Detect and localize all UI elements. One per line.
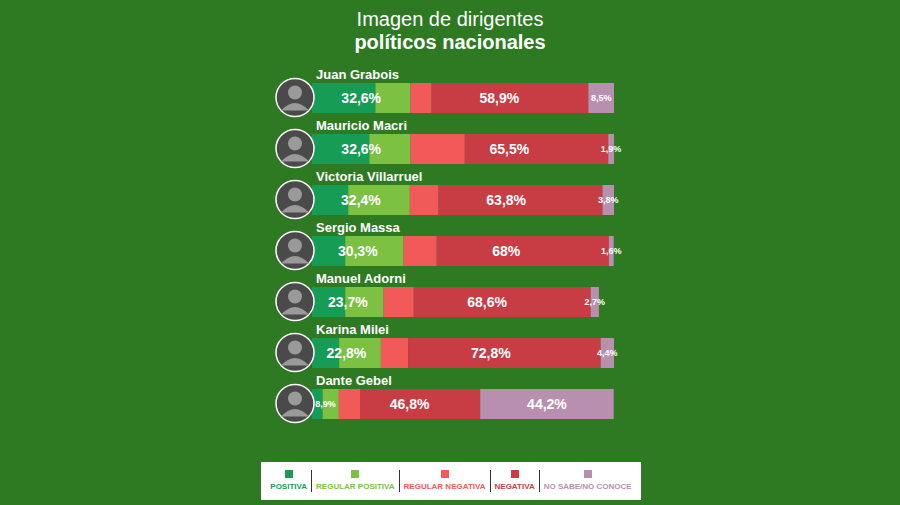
html-text:Imagen de dirigentes: Imagen de dirigentes	[356, 8, 544, 30]
svg-text:1,6%: 1,6%	[601, 246, 622, 256]
svg-text:58,9%: 58,9%	[480, 90, 520, 106]
svg-text:Manuel Adorni: Manuel Adorni	[316, 271, 406, 286]
svg-text:Mauricio Macri: Mauricio Macri	[316, 118, 407, 133]
svg-text:32,6%: 32,6%	[341, 90, 381, 106]
svg-text:23,7%: 23,7%	[328, 294, 368, 310]
svg-text:1,9%: 1,9%	[601, 144, 622, 154]
html-text:NEGATIVA: NEGATIVA	[494, 482, 535, 491]
html-text:políticos nacionales: políticos nacionales	[354, 31, 546, 53]
svg-text:68%: 68%	[492, 243, 521, 259]
svg-text:32,4%: 32,4%	[341, 192, 381, 208]
svg-text:65,5%: 65,5%	[490, 141, 530, 157]
svg-text:32,6%: 32,6%	[341, 141, 381, 157]
svg-text:8,9%: 8,9%	[315, 399, 336, 409]
svg-text:46,8%: 46,8%	[390, 396, 430, 412]
svg-text:63,8%: 63,8%	[486, 192, 526, 208]
svg-text:2,7%: 2,7%	[585, 297, 606, 307]
html-text:REGULAR POSITIVA: REGULAR POSITIVA	[316, 482, 395, 491]
svg-text:4,4%: 4,4%	[597, 348, 618, 358]
svg-text:44,2%: 44,2%	[527, 396, 567, 412]
svg-text:22,8%: 22,8%	[327, 345, 367, 361]
svg-text:8,5%: 8,5%	[591, 93, 612, 103]
svg-text:68,6%: 68,6%	[467, 294, 507, 310]
svg-text:Victoria Villarruel: Victoria Villarruel	[316, 169, 422, 184]
svg-text:30,3%: 30,3%	[338, 243, 378, 259]
html-text:REGULAR NEGATIVA: REGULAR NEGATIVA	[403, 482, 486, 491]
svg-text:Sergio Massa: Sergio Massa	[316, 220, 401, 235]
svg-text:Juan Grabois: Juan Grabois	[316, 67, 399, 82]
svg-text:3,8%: 3,8%	[598, 195, 619, 205]
svg-text:Dante Gebel: Dante Gebel	[316, 373, 392, 388]
svg-text:Karina Milei: Karina Milei	[316, 322, 389, 337]
html-text:POSITIVA: POSITIVA	[270, 482, 307, 491]
html-text:NO SABE/NO CONOCE: NO SABE/NO CONOCE	[543, 482, 632, 491]
svg-text:72,8%: 72,8%	[471, 345, 511, 361]
